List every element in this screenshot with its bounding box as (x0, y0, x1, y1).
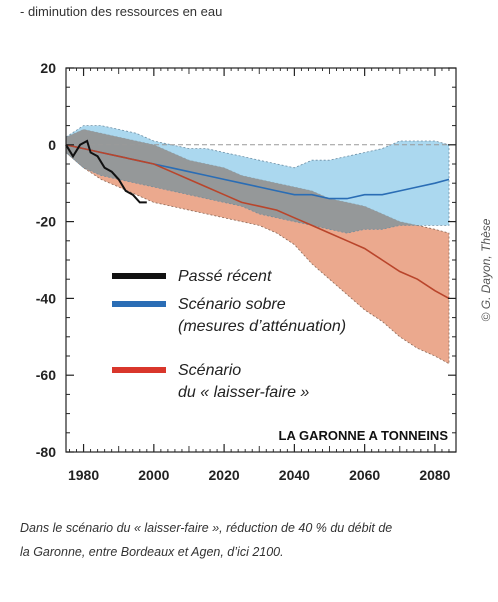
x-tick-label: 2060 (349, 467, 380, 483)
legend-swatch (112, 367, 166, 373)
x-tick-label: 2040 (279, 467, 310, 483)
bands-layer (65, 125, 450, 365)
caption-line-1: Dans le scénario du « laisser-faire », r… (20, 521, 393, 535)
x-tick-label: 2000 (138, 467, 169, 483)
y-tick-label: -20 (36, 214, 56, 230)
x-tick-label: 2080 (419, 467, 450, 483)
legend-swatch (112, 273, 166, 279)
credit-label: © G. Dayon, Thèse (479, 218, 493, 321)
legend-label-line2: (mesures d’atténuation) (178, 318, 346, 335)
legend: Passé récent Scénario sobre (mesures d’att… (112, 268, 346, 401)
past-line (65, 139, 147, 204)
legend-swatch (112, 301, 166, 307)
laissez-faire-line (65, 144, 450, 300)
y-tick-label: -80 (36, 444, 56, 460)
legend-label-line2: du « laisser-faire » (178, 384, 309, 401)
tick-labels-layer: 20 0 -20 -40 -60 -80 1980 2000 2020 2040 2060 2080 (36, 60, 451, 483)
header-text: - diminution des ressources en eau (20, 4, 223, 19)
lines-layer (65, 139, 456, 300)
legend-label: Scénario sobre (178, 296, 286, 313)
overlap-band (66, 129, 449, 234)
caption-line-2: la Garonne, entre Bordeaux et Agen, d’ic… (20, 545, 284, 559)
axes-layer (65, 67, 457, 453)
x-tick-label: 2020 (209, 467, 240, 483)
y-tick-label: 0 (48, 137, 56, 153)
y-tick-label: -60 (36, 367, 56, 383)
legend-label: Passé récent (178, 268, 272, 285)
y-tick-label: 20 (40, 60, 56, 76)
x-tick-label: 1980 (68, 467, 99, 483)
station-label: LA GARONNE A TONNEINS (279, 428, 449, 443)
legend-label: Scénario (178, 362, 241, 379)
caption: Dans le scénario du « laisser-faire », r… (20, 516, 480, 564)
y-tick-label: -40 (36, 290, 56, 306)
